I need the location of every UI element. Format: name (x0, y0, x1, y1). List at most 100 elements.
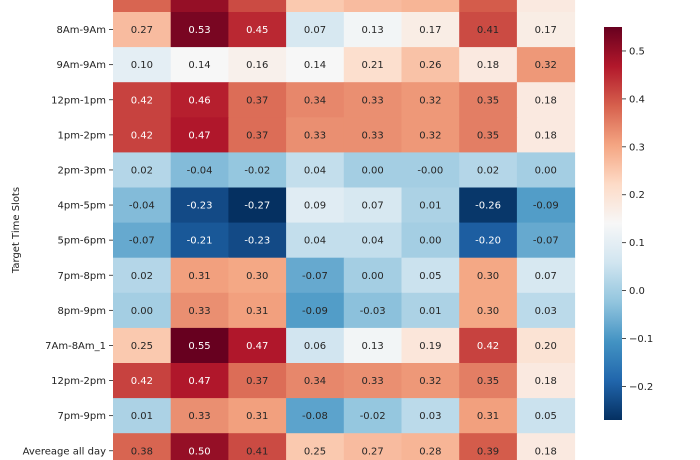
cell-value-label: 0.00 (535, 165, 557, 176)
heatmap-cell (228, 12, 287, 48)
cell-value-label: -0.07 (533, 236, 559, 247)
y-tick-label: 4pm-5pm (57, 201, 106, 212)
cell-value-label: 0.18 (535, 376, 557, 387)
cell-value-label: -0.04 (187, 165, 213, 176)
heatmap-cell (170, 433, 229, 460)
heatmap-cell (343, 398, 402, 434)
cell-value-label: 0.03 (419, 411, 441, 422)
cell-value-label: 0.41 (477, 25, 499, 36)
colorbar-tick-label: 0.4 (629, 94, 645, 105)
cell-value-label: -0.00 (417, 165, 443, 176)
cell-value-label: 0.25 (304, 446, 326, 457)
partial-top-cell (459, 0, 518, 12)
cell-value-label: 0.45 (246, 25, 268, 36)
cell-value-label: 0.30 (477, 271, 499, 282)
heatmap-cell (286, 117, 345, 153)
heatmap-cell (343, 222, 402, 259)
heatmap-cell (113, 12, 172, 48)
cell-value-label: 0.32 (535, 60, 557, 71)
heatmap-cell (459, 222, 518, 259)
heatmap-cell (170, 257, 229, 294)
heatmap-cell (459, 398, 518, 434)
heatmap-cell (401, 257, 460, 294)
heatmap-cell (286, 12, 345, 48)
cell-value-label: -0.20 (475, 236, 501, 247)
cell-value-label: 0.02 (131, 165, 153, 176)
cell-value-label: 0.01 (419, 201, 441, 212)
heatmap-cell (170, 12, 229, 48)
heatmap-cell (113, 363, 172, 399)
y-tick-label: 9Am-9Am (57, 60, 107, 71)
y-tick-label: 12pm-2pm (51, 376, 106, 387)
cell-value-label: 0.33 (362, 95, 384, 106)
heatmap-cell (516, 327, 576, 364)
heatmap-cell (516, 363, 576, 399)
partial-top-cell (113, 0, 172, 12)
heatmap-cell (228, 327, 287, 364)
heatmap-cell (459, 292, 518, 329)
cell-value-label: 0.47 (188, 376, 210, 387)
cell-value-label: 0.37 (246, 376, 268, 387)
heatmap-cell (516, 187, 576, 224)
cell-value-label: 0.06 (304, 341, 326, 352)
y-tick-label: 12pm-1pm (51, 95, 106, 106)
heatmap-cell (113, 222, 172, 259)
heatmap-cell (459, 327, 518, 364)
colorbar-tick-label: −0.2 (629, 382, 653, 393)
heatmap-cell (343, 363, 402, 399)
cell-value-label: 0.10 (131, 60, 153, 71)
partial-top-cell (170, 0, 229, 12)
cell-value-label: 0.07 (362, 201, 384, 212)
cell-value-label: 0.04 (304, 165, 326, 176)
cell-value-label: 0.26 (419, 60, 441, 71)
cell-value-label: 0.16 (246, 60, 268, 71)
cell-value-label: 0.14 (304, 60, 326, 71)
cell-value-label: 0.28 (419, 446, 441, 457)
heatmap-cell (170, 222, 229, 259)
heatmap-cell (343, 292, 402, 329)
partial-top-row (113, 0, 576, 12)
cell-value-label: 0.13 (362, 25, 384, 36)
heatmap-cell (516, 292, 576, 329)
cell-value-label: 0.33 (362, 130, 384, 141)
colorbar-tick-label: 0.3 (629, 142, 645, 153)
heatmap-cell (459, 187, 518, 224)
cell-value-label: 0.04 (362, 236, 384, 247)
cell-value-label: 0.37 (246, 95, 268, 106)
cell-value-label: 0.01 (419, 306, 441, 317)
cell-value-label: -0.21 (187, 236, 213, 247)
cell-value-label: 0.33 (188, 411, 210, 422)
heatmap-cell (286, 82, 345, 118)
heatmap-cell (343, 187, 402, 224)
y-tick-label: 7Am-8Am_1 (45, 341, 106, 352)
heatmap-cell (401, 222, 460, 259)
heatmap-cell (286, 152, 345, 188)
heatmap-cell (113, 398, 172, 434)
cell-value-label: 0.31 (246, 411, 268, 422)
cell-value-label: 0.00 (419, 236, 441, 247)
cell-value-label: -0.03 (360, 306, 386, 317)
heatmap-cell (228, 47, 287, 83)
cell-value-label: 0.37 (246, 130, 268, 141)
heatmap-cell (113, 82, 172, 118)
cell-value-label: 0.17 (535, 25, 557, 36)
cell-value-label: -0.07 (129, 236, 155, 247)
cell-value-label: 0.33 (362, 376, 384, 387)
cell-value-label: 0.31 (246, 306, 268, 317)
cell-value-label: -0.02 (360, 411, 386, 422)
heatmap-cell (459, 117, 518, 153)
cell-value-label: -0.02 (244, 165, 270, 176)
heatmap-cell (113, 257, 172, 294)
heatmap-cell (343, 257, 402, 294)
cell-value-label: 0.33 (304, 130, 326, 141)
heatmap-cell (228, 363, 287, 399)
heatmap-cell (170, 187, 229, 224)
cell-value-label: 0.31 (477, 411, 499, 422)
heatmap-cell (228, 222, 287, 259)
cell-value-label: 0.21 (362, 60, 384, 71)
y-tick-label: 7pm-9pm (57, 411, 106, 422)
heatmap-cell (401, 117, 460, 153)
partial-top-cell (228, 0, 287, 12)
y-tick-labels: 8Am-9Am 9Am-9Am 12pm-1pm 1pm-2pm 2pm-3pm 4pm-… (23, 25, 113, 457)
heatmap-cell (170, 398, 229, 434)
